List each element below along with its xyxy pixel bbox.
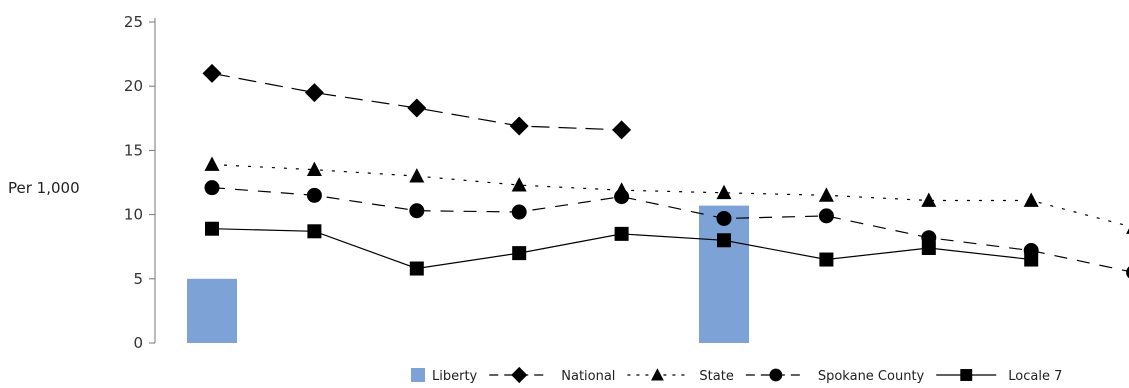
- y-axis: 0 5 10 15 20 25: [124, 13, 156, 352]
- data-point-spokane-county: [1126, 266, 1129, 279]
- legend-label: Spokane County: [818, 369, 925, 384]
- data-point-spokane-county: [818, 208, 834, 224]
- series-locale-7: [205, 221, 1039, 276]
- data-point-locale-7: [512, 246, 527, 261]
- legend-label: National: [561, 369, 615, 384]
- data-point-spokane-county: [204, 180, 220, 196]
- data-point-national: [509, 116, 529, 136]
- data-point-locale-7: [307, 224, 322, 239]
- y-axis-label: Per 1,000: [8, 179, 80, 197]
- data-point-national: [304, 83, 324, 103]
- legend-marker: [651, 368, 664, 381]
- y-tick-label: 15: [124, 141, 143, 159]
- data-point-state: [1126, 228, 1129, 234]
- data-point-state: [921, 192, 937, 207]
- legend-label: Locale 7: [1008, 369, 1062, 384]
- data-point-national: [202, 63, 222, 83]
- y-tick-label: 10: [124, 206, 143, 224]
- data-point-state: [204, 156, 220, 171]
- y-tick-label: 20: [124, 77, 143, 95]
- data-point-state: [306, 161, 322, 177]
- data-point-locale-7: [614, 226, 629, 241]
- legend-item-locale-7: Locale 7: [936, 369, 1062, 384]
- data-point-locale-7: [409, 261, 424, 276]
- data-point-state: [716, 184, 732, 200]
- legend-marker: [960, 369, 973, 381]
- data-point-national: [407, 98, 427, 118]
- bar-liberty: [699, 205, 749, 343]
- data-point-spokane-county: [511, 204, 527, 220]
- data-point-state: [818, 187, 834, 202]
- data-point-locale-7: [921, 240, 936, 255]
- series-spokane-county: [204, 180, 1129, 279]
- legend-marker: [511, 366, 528, 384]
- data-point-locale-7: [205, 221, 219, 236]
- data-point-national: [612, 120, 632, 140]
- data-point-spokane-county: [306, 187, 322, 203]
- series-line-spokane-county: [211, 187, 1129, 273]
- legend-label: Liberty: [432, 369, 478, 384]
- data-point-spokane-county: [614, 189, 630, 205]
- line-series: [202, 63, 1129, 279]
- legend-swatch: [411, 368, 425, 382]
- legend-item-liberty: Liberty: [411, 368, 478, 384]
- legend-item-national: National: [489, 366, 615, 384]
- series-state: [204, 156, 1129, 234]
- series-national: [202, 63, 632, 140]
- data-point-locale-7: [1024, 252, 1039, 267]
- series-line-state: [211, 163, 1129, 227]
- data-point-spokane-county: [716, 210, 732, 226]
- data-point-spokane-county: [409, 203, 425, 219]
- legend-item-state: State: [627, 368, 734, 384]
- y-tick-label: 5: [133, 270, 143, 288]
- data-point-state: [1023, 192, 1039, 207]
- bar-liberty: [187, 278, 237, 343]
- data-point-locale-7: [717, 233, 731, 248]
- y-tick-label: 25: [124, 13, 143, 31]
- data-point-state: [511, 177, 527, 192]
- legend-marker: [769, 368, 783, 382]
- data-point-locale-7: [819, 252, 834, 267]
- legend-item-spokane-county: Spokane County: [745, 368, 925, 384]
- series-line-national: [211, 72, 622, 131]
- bar-series: [187, 205, 749, 343]
- legend: Liberty National State Spokane County Locale…: [411, 366, 1062, 384]
- data-point-state: [409, 168, 425, 183]
- y-tick-label: 0: [133, 334, 143, 352]
- legend-label: State: [699, 369, 733, 384]
